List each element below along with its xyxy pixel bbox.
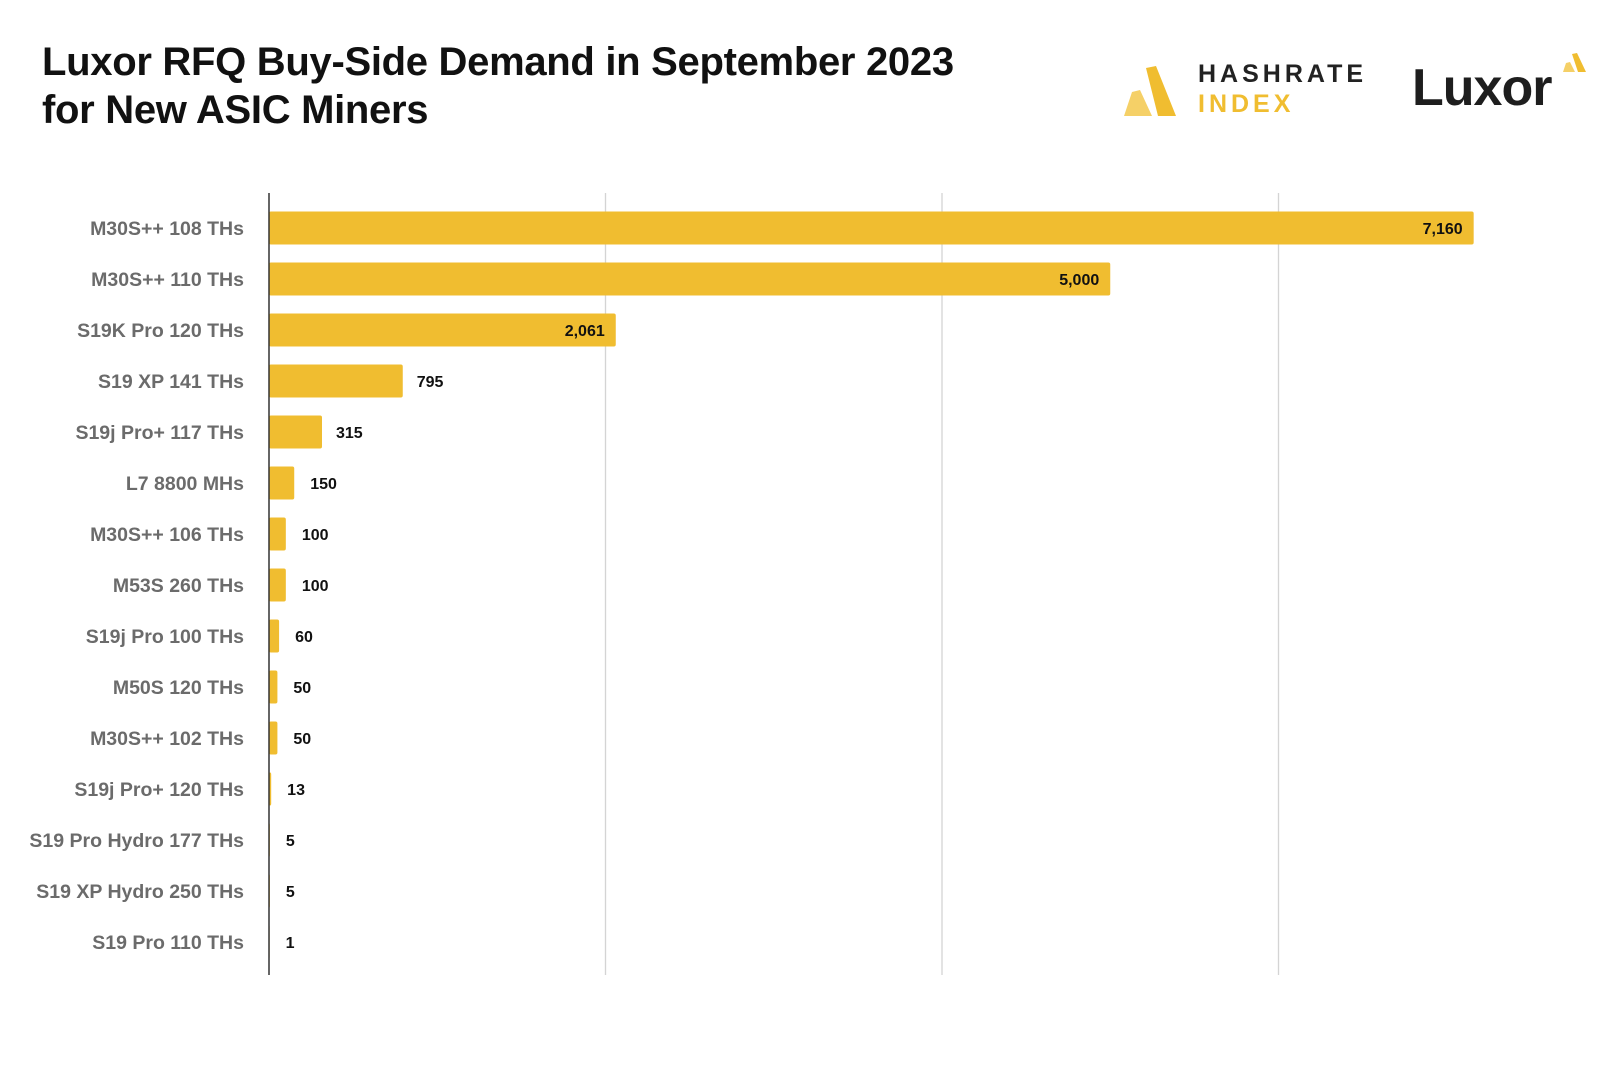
luxor-logo-wordmark: Luxor — [1412, 59, 1552, 117]
category-labels: M30S++ 108 THs M30S++ 110 THs S19K Pro 120… — [29, 218, 244, 954]
category-label-6: M30S++ 106 THs — [90, 524, 244, 546]
value-label-11: 13 — [287, 782, 305, 799]
bar-7 — [269, 568, 286, 602]
bar-0 — [269, 211, 1474, 245]
hashrate-index-logo: HASHRATE INDEX — [1118, 60, 1368, 124]
value-label-5: 150 — [310, 476, 337, 493]
value-labels: 7,160 5,000 2,061 795 315 150 100 100 60 50 50 13 5 5… — [286, 221, 1463, 952]
category-label-1: M30S++ 110 THs — [91, 269, 244, 291]
bars — [269, 211, 1474, 959]
chart-title: Luxor RFQ Buy-Side Demand in September 2… — [42, 40, 954, 132]
value-label-2: 2,061 — [565, 323, 605, 340]
bar-1 — [269, 262, 1111, 296]
category-label-5: L7 8800 MHs — [126, 473, 244, 495]
category-label-9: M50S 120 THs — [113, 677, 244, 699]
bar-5 — [269, 466, 295, 500]
hashrate-index-logo-text-line2: INDEX — [1198, 90, 1295, 118]
category-label-14: S19 Pro 110 THs — [92, 932, 244, 954]
value-label-4: 315 — [336, 425, 363, 442]
value-label-14: 1 — [286, 935, 295, 952]
category-label-13: S19 XP Hydro 250 THs — [36, 881, 244, 903]
bar-10 — [269, 721, 278, 755]
bar-2 — [269, 313, 616, 347]
category-label-7: M53S 260 THs — [113, 575, 244, 597]
value-label-6: 100 — [302, 527, 329, 544]
category-label-3: S19 XP 141 THs — [98, 371, 244, 393]
category-label-11: S19j Pro+ 120 THs — [74, 779, 244, 801]
category-label-0: M30S++ 108 THs — [90, 218, 244, 240]
bar-4 — [269, 415, 322, 449]
luxor-logo: Luxor — [1412, 52, 1592, 122]
category-label-4: S19j Pro+ 117 THs — [75, 422, 244, 444]
category-label-2: S19K Pro 120 THs — [77, 320, 244, 342]
bar-9 — [269, 670, 278, 704]
value-label-9: 50 — [293, 680, 311, 697]
value-label-7: 100 — [302, 578, 329, 595]
hashrate-index-logo-text-line1: HASHRATE — [1198, 60, 1368, 88]
grid-lines — [604, 193, 1280, 975]
value-label-10: 50 — [293, 731, 311, 748]
value-label-13: 5 — [286, 884, 295, 901]
category-label-12: S19 Pro Hydro 177 THs — [29, 830, 244, 852]
bar-8 — [269, 619, 280, 653]
luxor-logo-icon — [1563, 53, 1586, 72]
bar-3 — [269, 364, 403, 398]
value-label-8: 60 — [295, 629, 313, 646]
value-label-3: 795 — [417, 374, 444, 391]
category-label-8: S19j Pro 100 THs — [86, 626, 244, 648]
bar-6 — [269, 517, 286, 551]
hashrate-index-logo-icon — [1124, 66, 1176, 116]
value-label-0: 7,160 — [1423, 221, 1463, 238]
value-label-12: 5 — [286, 833, 295, 850]
value-label-1: 5,000 — [1059, 272, 1099, 289]
category-label-10: M30S++ 102 THs — [90, 728, 244, 750]
